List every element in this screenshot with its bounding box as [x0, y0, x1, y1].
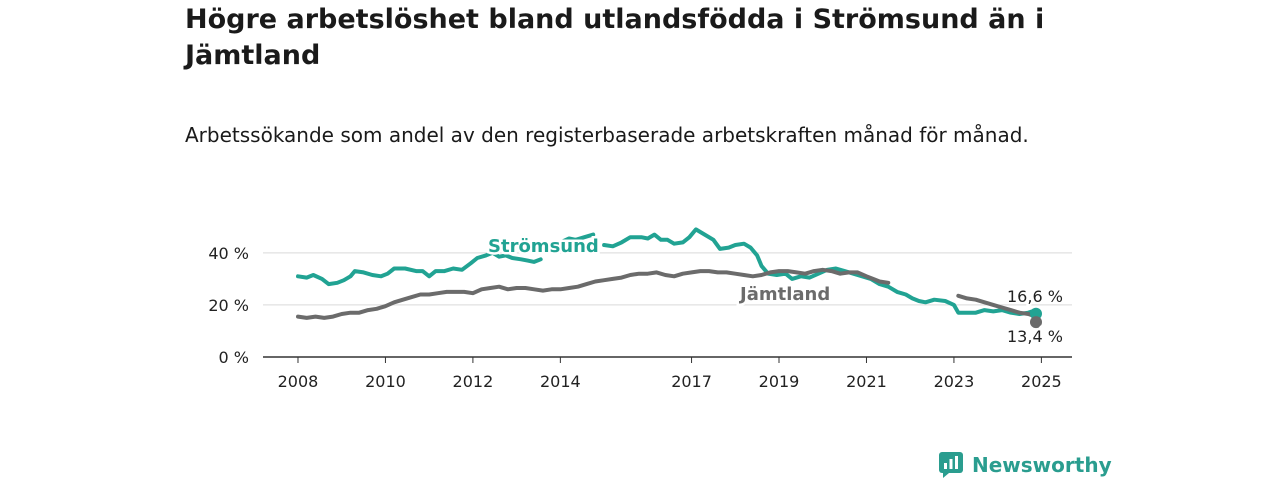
x-tick-label: 2010	[365, 372, 406, 391]
newsworthy-logo: Newsworthy	[938, 450, 1112, 480]
chart-subtitle: Arbetssökande som andel av den registerb…	[185, 123, 1029, 147]
series-line-jämtland	[296, 267, 1038, 326]
x-tick-label: 2021	[846, 372, 887, 391]
y-tick-label: 40 %	[208, 244, 249, 263]
newsworthy-logo-text: Newsworthy	[972, 453, 1112, 477]
x-tick-label: 2014	[540, 372, 581, 391]
end-value-label: 13,4 %	[1007, 327, 1063, 346]
y-tick-label: 20 %	[208, 296, 249, 315]
x-tick-label: 2023	[934, 372, 975, 391]
chart-title: Högre arbetslöshet bland utlandsfödda i …	[185, 4, 1045, 71]
end-point-marker	[1030, 307, 1042, 320]
x-tick-label: 2019	[759, 372, 800, 391]
series-label: Jämtland	[738, 284, 830, 305]
end-point-marker	[1030, 316, 1042, 329]
x-tick-label: 2012	[453, 372, 494, 391]
y-tick-label: 0 %	[219, 348, 249, 367]
x-tick-label: 2025	[1021, 372, 1062, 391]
series-label: Strömsund	[488, 236, 599, 257]
newsworthy-logo-icon	[939, 452, 963, 478]
x-tick-label: 2017	[671, 372, 712, 391]
end-value-label: 16,6 %	[1007, 287, 1063, 306]
x-tick-label: 2008	[278, 372, 319, 391]
